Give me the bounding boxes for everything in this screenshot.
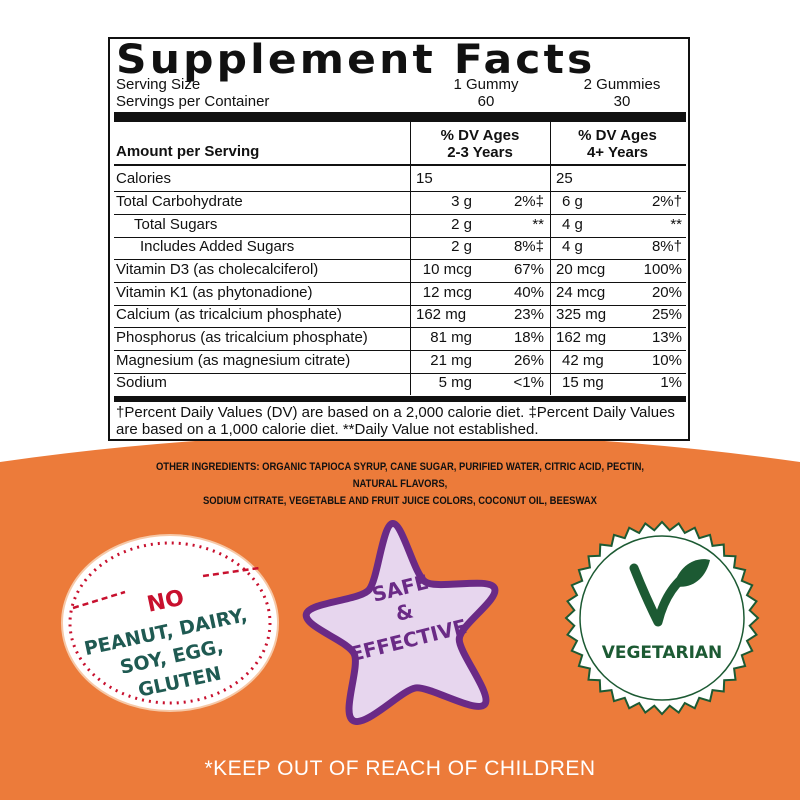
amount-col2: 162 mg — [556, 329, 607, 346]
col1-header-line2: 2-3 Years — [447, 144, 513, 161]
dv-col1: 67% — [513, 261, 544, 278]
thick-divider — [114, 112, 686, 122]
amount-col2: 42 mg — [562, 352, 604, 369]
vegetarian-badge: VEGETARIAN — [564, 520, 760, 716]
nutrient-name: Phosphorus (as tricalcium phosphate) — [116, 329, 368, 346]
allergen-free-badge: NO PEANUT, DAIRY, SOY, EGG, GLUTEN — [61, 534, 279, 712]
nutrient-name: Magnesium (as magnesium citrate) — [116, 352, 351, 369]
supplement-facts-panel: Supplement Facts Serving Size Servings p… — [108, 37, 690, 441]
dv-col2: 100% — [643, 261, 682, 278]
dv-col2: 2%† — [651, 193, 682, 210]
amount-col1: 162 mg — [416, 306, 467, 323]
dv-col2: 25% — [651, 306, 682, 323]
amount-col2: 25 — [556, 170, 573, 187]
row-divider — [114, 282, 686, 283]
row-divider — [114, 373, 686, 374]
row-divider — [114, 191, 686, 192]
nutrient-name: Calories — [116, 170, 172, 187]
dv-col1: 40% — [513, 284, 544, 301]
dv-col1: 23% — [513, 306, 544, 323]
amount-col1: 10 mcg — [422, 261, 472, 278]
row-divider — [114, 214, 686, 215]
row-divider — [114, 305, 686, 306]
amount-col1: 81 mg — [430, 329, 472, 346]
amount-col1: 15 — [416, 170, 433, 187]
amount-col1: 3 g — [451, 193, 472, 210]
nutrient-name: Total Carbohydrate — [116, 193, 243, 210]
dv-col2: ** — [670, 216, 682, 233]
dv-col2: 1% — [660, 374, 682, 391]
amount-col2: 325 mg — [556, 306, 607, 323]
keep-out-warning: *KEEP OUT OF REACH OF CHILDREN — [204, 757, 596, 780]
column-divider-1 — [410, 122, 411, 395]
header-divider — [114, 164, 686, 166]
row-divider — [114, 327, 686, 328]
leaf-check-icon — [629, 559, 710, 627]
dv-col2: 10% — [651, 352, 682, 369]
nutrient-name: Vitamin D3 (as cholecalciferol) — [116, 261, 319, 278]
amount-col1: 5 mg — [438, 374, 472, 391]
safe-effective-badge: SAFE & EFFECTIVE — [302, 520, 499, 725]
amount-col1: 2 g — [451, 216, 472, 233]
dv-col2: 13% — [651, 329, 682, 346]
nutrient-name: Total Sugars — [134, 216, 218, 233]
servings-col1: 60 — [477, 93, 495, 110]
other-ingredients: OTHER INGREDIENTS: ORGANIC TAPIOCA SYRUP… — [151, 459, 650, 510]
dv-col1: ** — [532, 216, 544, 233]
col2-header: % DV Ages 4+ Years — [555, 127, 680, 161]
amount-col2: 15 mg — [562, 374, 604, 391]
serving-size-col1: 1 Gummy — [453, 76, 519, 93]
row-divider — [114, 237, 686, 238]
col1-header: % DV Ages 2-3 Years — [415, 127, 545, 161]
amount-col1: 2 g — [451, 238, 472, 255]
amount-per-serving-header: Amount per Serving — [116, 143, 260, 160]
col1-header-line1: % DV Ages — [440, 127, 520, 144]
amount-col2: 24 mcg — [556, 284, 606, 301]
col2-header-line1: % DV Ages — [578, 127, 657, 144]
other-ingredients-line2: SODIUM CITRATE, VEGETABLE AND FRUIT JUIC… — [202, 495, 598, 507]
servings-col2: 30 — [613, 93, 631, 110]
nutrient-name: Sodium — [116, 374, 167, 391]
vegetarian-label: VEGETARIAN — [602, 643, 723, 663]
facts-title: Supplement Facts — [116, 37, 596, 83]
amount-col1: 21 mg — [430, 352, 472, 369]
amount-col2: 4 g — [562, 216, 583, 233]
amount-col2: 6 g — [562, 193, 583, 210]
amount-col2: 20 mcg — [556, 261, 606, 278]
dv-col1: <1% — [513, 374, 544, 391]
row-divider — [114, 259, 686, 260]
other-ingredients-line1: OTHER INGREDIENTS: ORGANIC TAPIOCA SYRUP… — [155, 461, 645, 490]
bottom-divider — [114, 396, 686, 402]
serving-size-col2: 2 Gummies — [583, 76, 661, 93]
dv-col1: 8%‡ — [513, 238, 544, 255]
star-shape — [302, 520, 499, 725]
dv-col1: 26% — [513, 352, 544, 369]
row-divider — [114, 350, 686, 351]
dv-col1: 18% — [513, 329, 544, 346]
nutrient-name: Vitamin K1 (as phytonadione) — [116, 284, 313, 301]
dv-col1: 2%‡ — [513, 193, 544, 210]
nutrient-name: Includes Added Sugars — [140, 238, 295, 255]
footnote: †Percent Daily Values (DV) are based on … — [116, 404, 675, 438]
serving-size-label: Serving Size — [116, 76, 201, 93]
safe-line2: & — [393, 598, 416, 626]
amount-col2: 4 g — [562, 238, 583, 255]
dv-col2: 20% — [651, 284, 682, 301]
nutrient-name: Calcium (as tricalcium phosphate) — [116, 306, 342, 323]
column-divider-2 — [550, 122, 551, 395]
amount-col1: 12 mcg — [422, 284, 472, 301]
servings-per-container-label: Servings per Container — [116, 93, 270, 110]
col2-header-line2: 4+ Years — [586, 144, 649, 161]
dv-col2: 8%† — [651, 238, 682, 255]
